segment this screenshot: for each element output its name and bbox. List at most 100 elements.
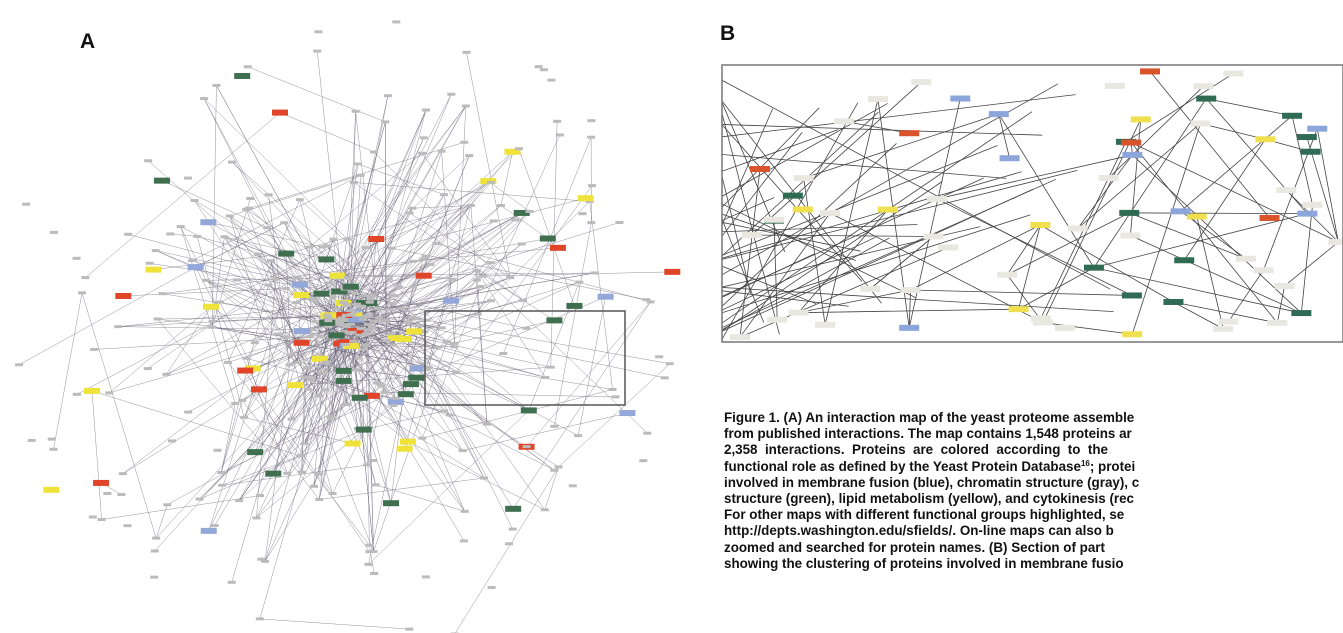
edge [551,121,557,367]
node [307,378,315,381]
node [294,328,310,334]
node [418,152,426,155]
node [271,278,279,281]
caption-part: 16 [1081,459,1090,468]
node [1000,155,1020,161]
edge [477,271,555,321]
node [240,416,248,419]
node [117,493,125,496]
edge [1197,216,1223,328]
node [390,404,398,407]
edge [265,365,290,562]
edge [365,278,510,335]
node [522,327,530,330]
node [989,111,1009,117]
node [452,371,460,374]
node [154,178,170,184]
node [574,434,582,437]
node [300,442,308,445]
node [418,437,426,440]
edge [911,290,1132,295]
node [395,285,403,288]
edge [77,278,298,394]
node [515,147,523,150]
node [114,325,122,328]
node [408,375,424,381]
node [320,371,328,374]
node [490,219,498,222]
node [146,262,154,265]
node [465,154,473,157]
edge [527,302,651,447]
node [251,386,267,392]
node [1171,208,1191,214]
node [405,628,413,631]
node [309,333,317,336]
node [541,508,549,511]
node [1267,320,1287,326]
node [997,272,1017,278]
edge [1173,302,1223,329]
node [1297,134,1317,140]
node [310,299,318,302]
edge [519,149,575,306]
panel-label: B [720,22,735,46]
node [372,483,380,486]
edge [463,413,628,451]
node [324,314,332,317]
node [375,316,383,319]
node [367,297,375,300]
node [365,544,373,547]
node [158,292,166,295]
node [328,332,344,338]
node [350,181,358,184]
edge [192,175,361,260]
node [911,79,931,85]
node [344,276,352,279]
node [569,484,577,487]
edge [413,222,619,287]
node [216,301,224,304]
caption-line: Figure 1. (A) An interaction map of the … [724,410,1343,426]
node [1099,175,1119,181]
node [487,299,495,302]
node [200,219,216,225]
edge [1181,116,1292,212]
node [315,472,323,475]
node [368,326,376,329]
node [440,410,448,413]
node [615,221,623,224]
node [1260,215,1280,221]
node [115,293,131,299]
node [188,259,196,262]
network-b [722,68,1343,340]
node [488,586,496,589]
network-a [15,20,680,633]
node [356,334,364,337]
edge [467,52,511,277]
node [923,234,943,240]
node [343,284,359,290]
node [1297,211,1317,217]
node [392,20,400,23]
node [448,278,456,281]
node [233,278,241,281]
edge [477,271,648,434]
node [292,282,308,288]
node [487,181,495,184]
node [377,384,385,387]
node [783,193,803,199]
edge [722,80,1110,289]
node [479,275,487,278]
node [1140,68,1160,74]
node [217,471,225,474]
node [1282,113,1302,119]
node [642,298,650,301]
node [380,391,388,394]
node [278,251,294,257]
node [321,361,329,364]
edge [830,213,1043,323]
node [506,276,514,279]
node [354,357,362,360]
node [360,348,368,351]
